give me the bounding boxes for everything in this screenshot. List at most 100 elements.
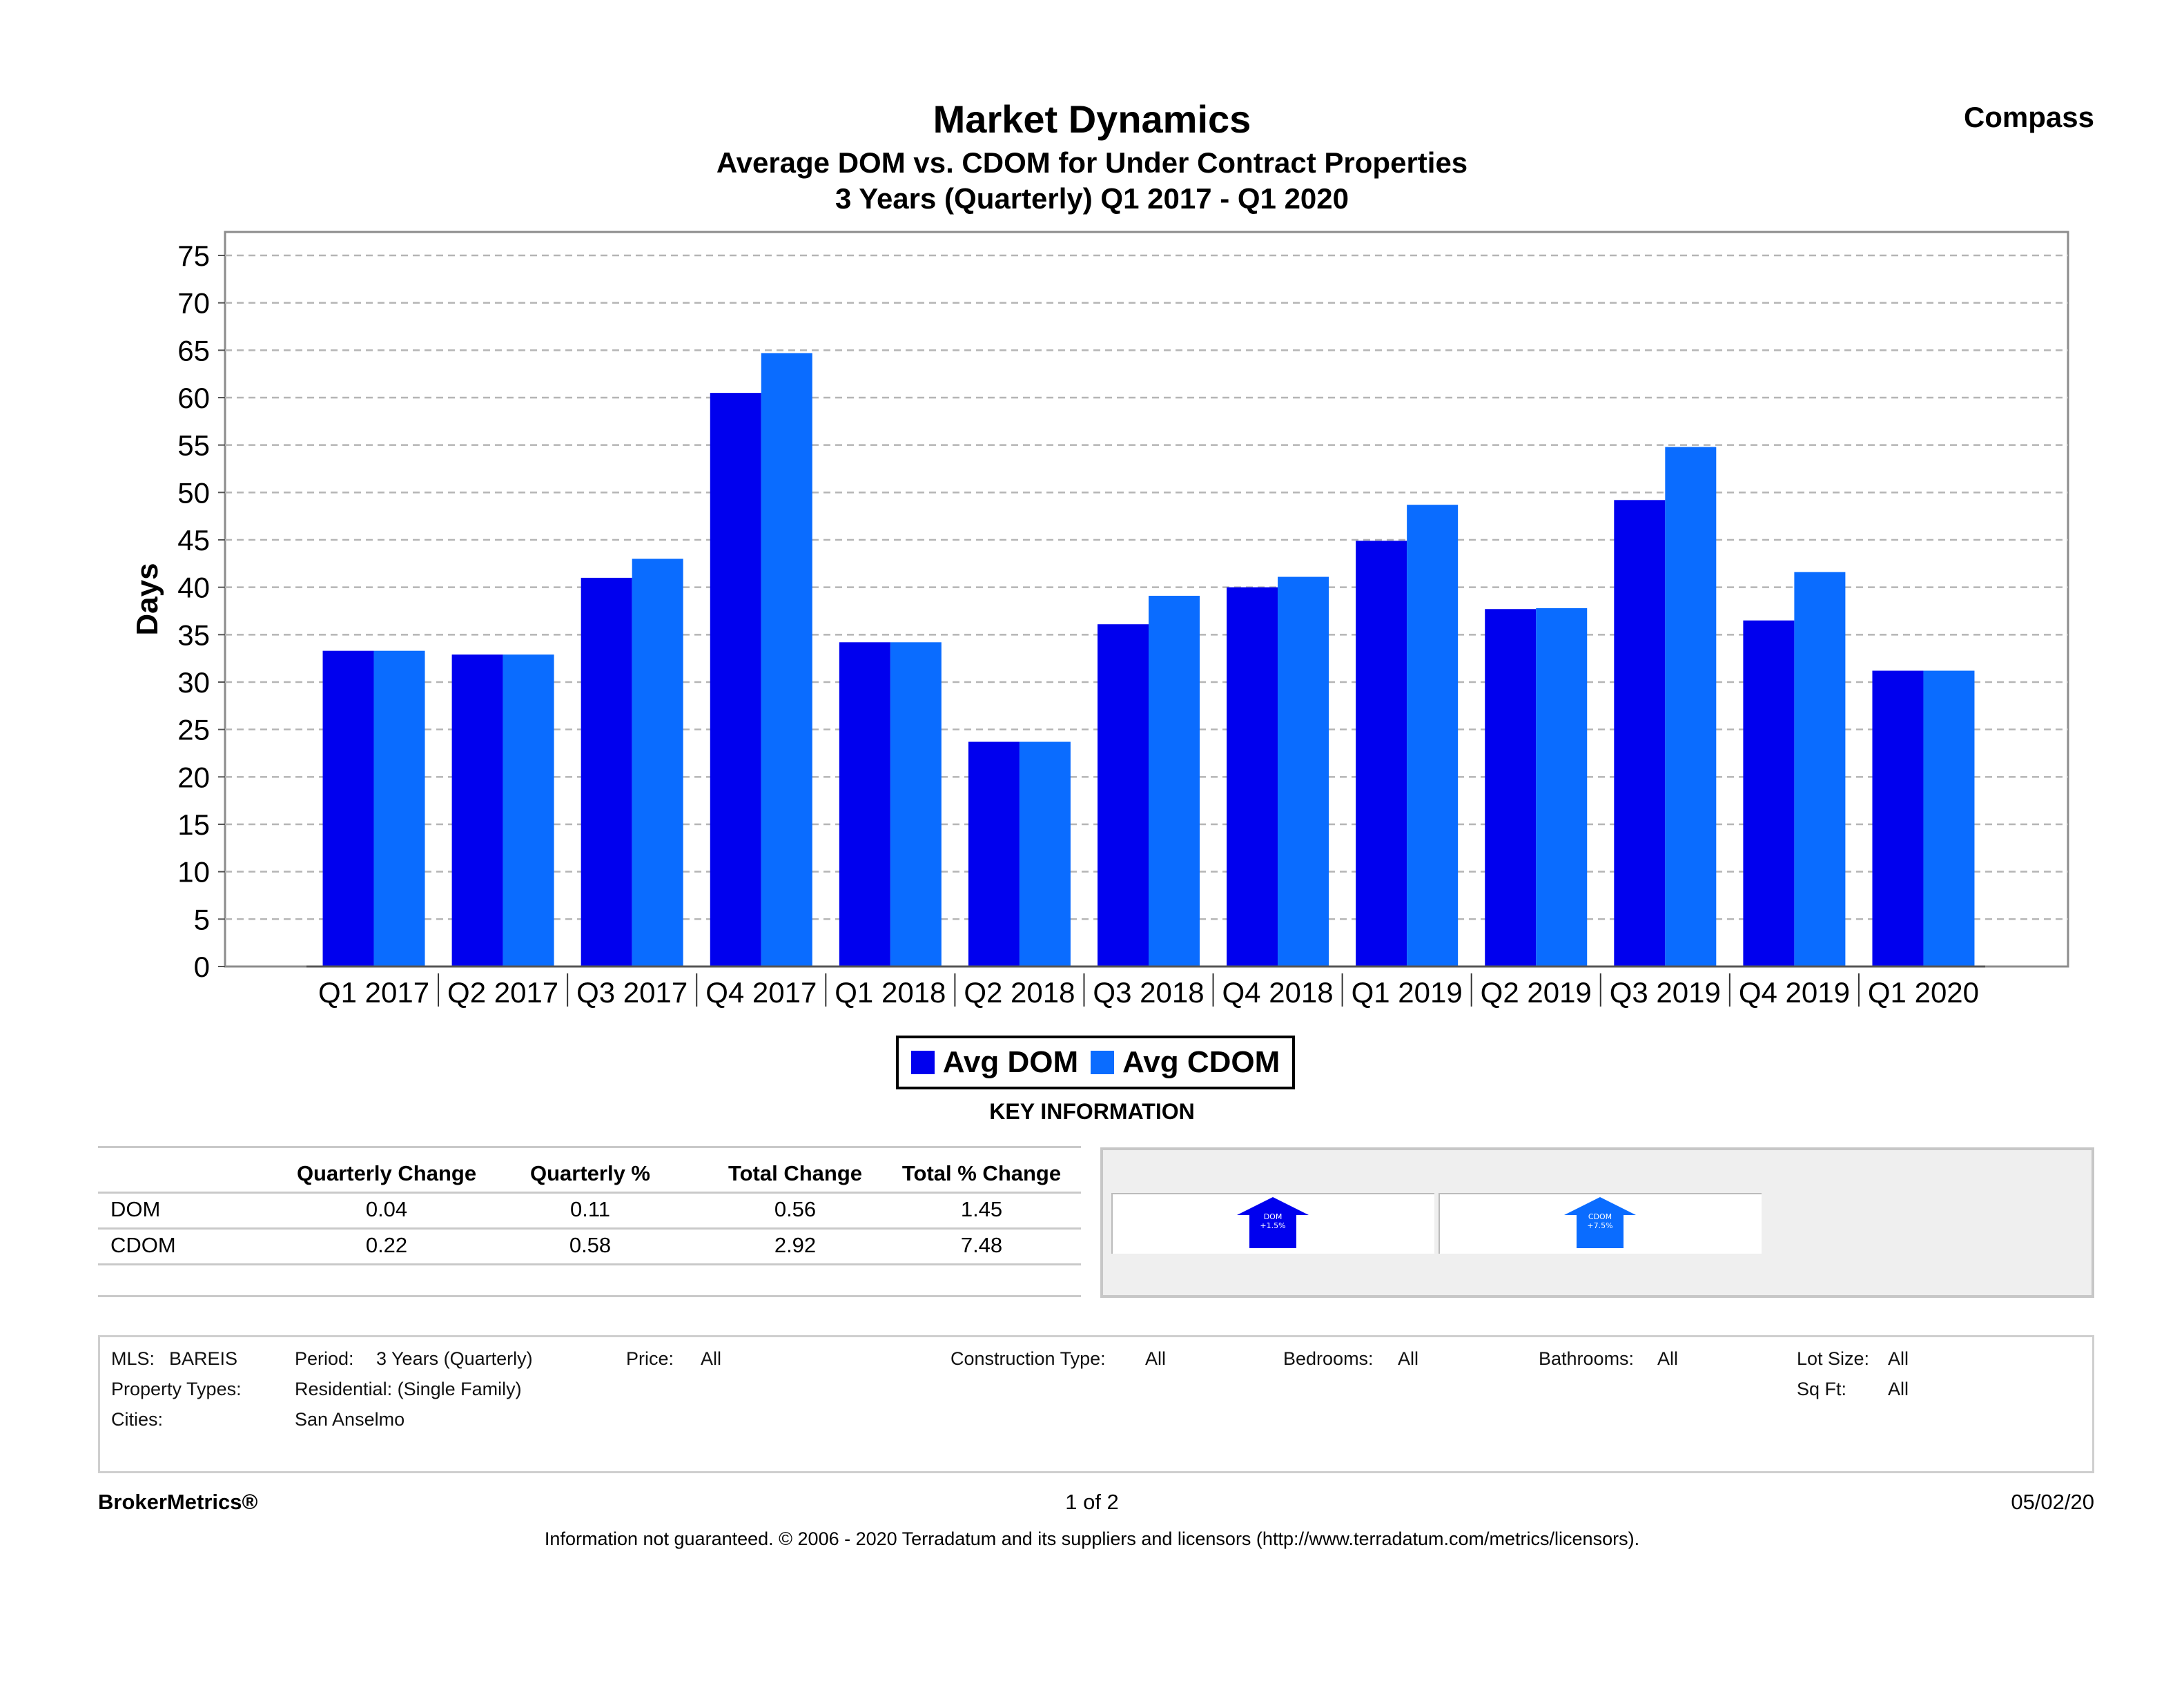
bar-cdom	[1407, 505, 1459, 967]
table-divider	[98, 1192, 1081, 1194]
bar-dom	[581, 577, 632, 967]
y-tick-label: 65	[177, 334, 210, 367]
bar-cdom	[1536, 608, 1588, 967]
legend-swatch-cdom	[1091, 1051, 1115, 1074]
bar-dom	[1743, 620, 1795, 967]
header-quarterly-change: Quarterly Change	[296, 1161, 477, 1185]
table-divider	[98, 1227, 1081, 1230]
x-tick-label: Q2 2018	[964, 976, 1075, 1009]
bar-dom	[710, 393, 761, 967]
table-cell: 0.22	[365, 1233, 408, 1257]
cdom-indicator-box: CDOM +7.5%	[1439, 1193, 1762, 1254]
bar-cdom	[1278, 576, 1329, 967]
x-tick-label: Q3 2017	[576, 976, 688, 1009]
chart-title: Market Dynamics	[933, 97, 1251, 141]
x-tick-label: Q1 2017	[318, 976, 429, 1009]
y-tick-label: 70	[177, 287, 210, 320]
y-tick-label: 30	[177, 666, 210, 699]
y-tick-label: 0	[194, 951, 210, 983]
bar-dom	[968, 741, 1020, 967]
bathrooms-value: All	[1657, 1348, 1679, 1369]
property-types-value: Residential: (Single Family)	[295, 1379, 522, 1399]
x-tick-label: Q1 2018	[835, 976, 946, 1009]
bar-cdom	[1665, 447, 1717, 967]
page-number: 1 of 2	[1065, 1490, 1119, 1514]
bar-cdom	[1794, 572, 1846, 967]
up-arrow-icon: DOM +1.5%	[1237, 1197, 1309, 1251]
y-tick-label: 35	[177, 619, 210, 651]
lot-size-value: All	[1888, 1348, 1909, 1369]
bar-dom	[451, 654, 503, 967]
y-tick-label: 45	[177, 524, 210, 556]
property-types-label: Property Types:	[111, 1379, 242, 1399]
bar-dom	[1872, 670, 1924, 967]
table-cell: 0.04	[365, 1197, 408, 1221]
change-indicator-panel: DOM +1.5% CDOM +7.5%	[1100, 1147, 2094, 1298]
bar-dom	[1614, 500, 1666, 967]
disclaimer: Information not guaranteed. © 2006 - 202…	[544, 1528, 1640, 1549]
table-divider	[98, 1146, 1081, 1148]
x-tick-label: Q3 2019	[1610, 976, 1721, 1009]
bar-cdom	[1019, 741, 1071, 967]
bedrooms-value: All	[1398, 1348, 1419, 1369]
bar-dom	[1356, 541, 1407, 967]
x-tick-label: Q3 2018	[1093, 976, 1204, 1009]
y-tick-label: 15	[177, 808, 210, 841]
sq-ft-label: Sq Ft:	[1797, 1379, 1847, 1399]
table-cell: 1.45	[960, 1197, 1003, 1221]
indicator-name-dom: DOM	[1263, 1212, 1283, 1221]
indicator-value-cdom: +7.5%	[1587, 1221, 1613, 1230]
bar-cdom	[890, 642, 942, 967]
header-quarterly-percent: Quarterly %	[529, 1161, 650, 1185]
key-information-heading: KEY INFORMATION	[989, 1099, 1195, 1124]
x-tick-label: Q2 2017	[447, 976, 558, 1009]
cities-value: San Anselmo	[295, 1409, 405, 1430]
chart-subtitle: Average DOM vs. CDOM for Under Contract …	[716, 146, 1468, 179]
bar-cdom	[503, 654, 554, 967]
indicator-value-dom: +1.5%	[1260, 1221, 1286, 1230]
table-cell: 7.48	[960, 1233, 1003, 1257]
bathrooms-label: Bathrooms:	[1539, 1348, 1635, 1369]
bedrooms-label: Bedrooms:	[1283, 1348, 1374, 1369]
y-tick-label: 50	[177, 476, 210, 509]
y-tick-label: 40	[177, 572, 210, 604]
x-tick-label: Q2 2019	[1481, 976, 1592, 1009]
cities-label: Cities:	[111, 1409, 164, 1430]
y-axis-label: Days	[130, 563, 164, 635]
x-tick-label: Q4 2019	[1739, 976, 1850, 1009]
dom-indicator-box: DOM +1.5%	[1111, 1193, 1434, 1254]
legend-label-cdom: Avg CDOM	[1122, 1045, 1280, 1079]
row-label-dom: DOM	[110, 1197, 161, 1221]
y-tick-label: 55	[177, 429, 210, 462]
legend-swatch-dom	[910, 1051, 935, 1074]
bar-cdom	[761, 353, 812, 967]
table-cell: 0.11	[569, 1197, 611, 1221]
brand-name: Compass	[1963, 101, 2094, 133]
table-divider	[98, 1263, 1081, 1265]
x-tick-label: Q4 2017	[705, 976, 817, 1009]
table-cell: 0.58	[569, 1233, 612, 1257]
y-tick-label: 25	[177, 714, 210, 746]
y-tick-label: 75	[177, 240, 210, 272]
construction-type-value: All	[1145, 1348, 1167, 1369]
legend-label-dom: Avg DOM	[942, 1045, 1079, 1079]
bar-chart: 0 5 10 15 20 25 30 35 40 45 50 55 60 65 70 75 Q1 2017 Q2 …	[130, 231, 2069, 1009]
report-date: 05/02/20	[2011, 1490, 2094, 1514]
row-label-cdom: CDOM	[110, 1233, 176, 1257]
header-total-change: Total Change	[728, 1161, 863, 1185]
table-cell: 2.92	[774, 1233, 817, 1257]
chart-legend: Avg DOM Avg CDOM	[896, 1036, 1295, 1089]
bar-cdom	[632, 559, 683, 967]
y-tick-label: 20	[177, 761, 210, 793]
bar-dom	[1098, 624, 1149, 967]
x-tick-label: Q4 2018	[1222, 976, 1334, 1009]
footer-brand: BrokerMetrics®	[98, 1490, 258, 1514]
y-tick-label: 10	[177, 856, 210, 888]
legend-item-dom: Avg DOM	[910, 1045, 1079, 1080]
price-label: Price:	[626, 1348, 674, 1369]
y-tick-label: 60	[177, 382, 210, 414]
mls-value: BAREIS	[169, 1348, 238, 1369]
lot-size-label: Lot Size:	[1797, 1348, 1870, 1369]
search-criteria-box: MLS: BAREIS Period: 3 Years (Quarterly) …	[98, 1335, 2094, 1473]
bar-dom	[322, 650, 374, 967]
